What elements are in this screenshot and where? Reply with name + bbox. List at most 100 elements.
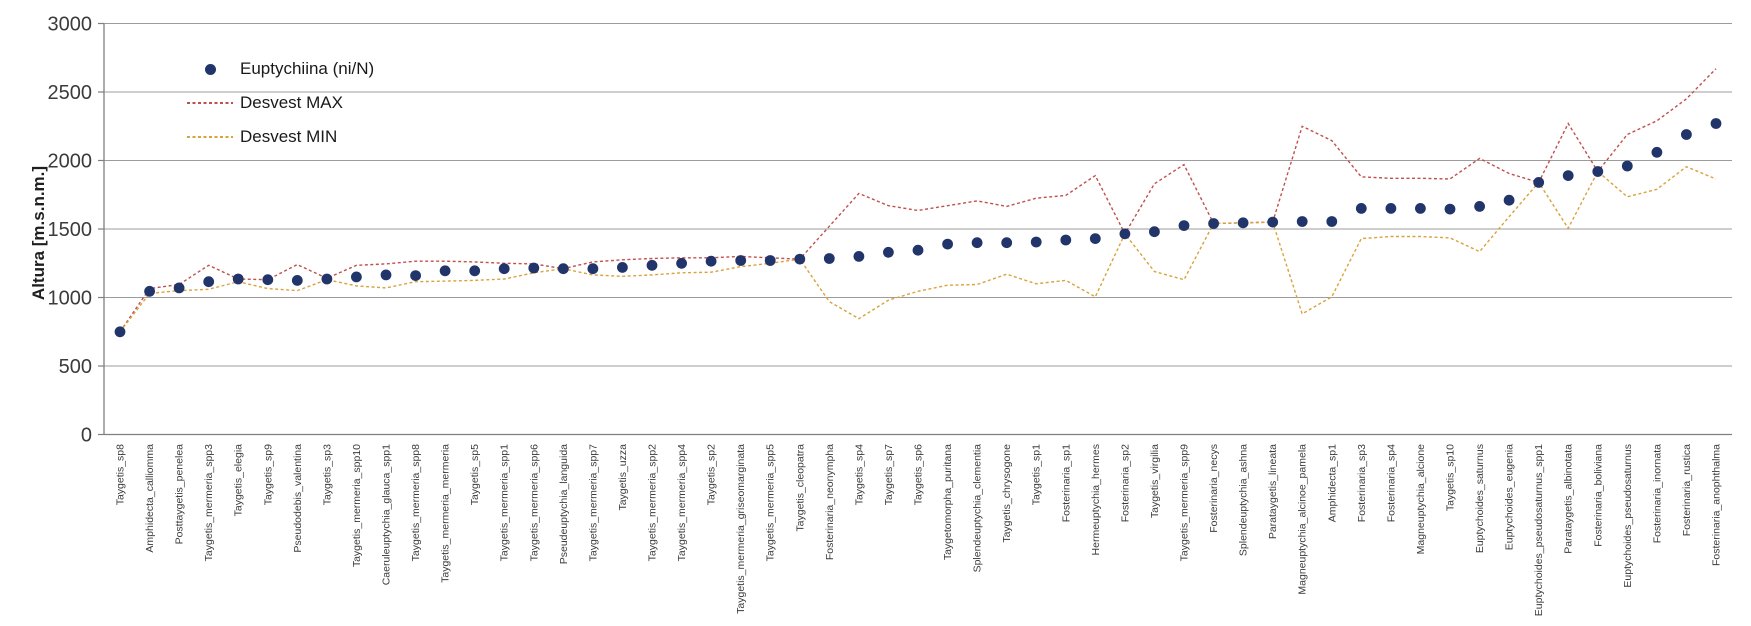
dashed-line-max-icon [187,102,233,104]
x-category-label: Taygetis_mermeria_spp7 [587,444,599,561]
dashed-line-min-icon [187,136,233,138]
data-point [114,326,126,338]
data-point [646,259,658,271]
x-category-label: Taygetis_sp1 [1031,444,1043,505]
x-category-label: Euptychoides_eugenia [1504,444,1516,550]
x-category-label: Taygetis_mermeria_spp10 [351,444,363,567]
data-point [410,270,421,281]
data-point [1208,218,1219,229]
legend-label: Desvest MIN [240,127,338,146]
x-category-label: Amphidecta_calliomma [144,444,156,553]
x-category-label: Taygetis_mermeria_mermeria [440,444,452,583]
x-category-label: Taygetis_sp10 [1445,444,1457,511]
legend-item-desvest-max: Desvest MAX [187,86,374,120]
data-point [469,265,481,277]
data-point [1089,233,1101,245]
data-point [232,273,244,285]
data-point [1355,203,1367,214]
x-category-label: Taygetis_mermeria_spp2 [647,444,659,561]
x-category-label: Taygetis_uzza [617,444,629,511]
data-point [1444,203,1456,215]
data-point [1681,129,1692,140]
data-point [203,276,215,288]
x-category-label: Fosterinaria_sp3 [1356,444,1368,522]
data-point [1178,220,1190,232]
x-category-label: Taygetomorpha_puritana [942,444,954,560]
x-category-label: Fosterinaria_rustica [1681,444,1693,536]
x-category-label: Taygetis_virgilia [1149,444,1161,518]
data-point [883,246,894,258]
data-point [1296,216,1308,227]
data-point [735,255,747,266]
data-point [1621,160,1633,172]
x-category-label: Euptychoides_pseudosaturnus_spp1 [1533,444,1545,616]
y-tick-label: 0 [81,425,92,447]
data-point [1119,228,1131,240]
data-point [557,263,569,275]
data-point [1326,216,1338,227]
data-point [1149,226,1160,238]
x-category-label: Fosterinaria_anophthalma [1711,444,1723,566]
x-category-label: Magneuptychia_alcinoe_pamela [1297,444,1309,595]
data-point [853,251,865,262]
x-category-label: Fosterinaria_boliviana [1592,444,1604,547]
x-category-label: Taygetis_sp6 [913,444,925,505]
x-category-label: Pseudeuptychia_languida [558,444,570,564]
x-category-label: Taygetis_mermeria_spp6 [528,444,540,561]
x-category-label: Taygetis_elegia [233,444,245,517]
x-category-label: Caeruleuptychia_glauca_spp1 [381,444,393,585]
data-point [380,269,392,281]
x-category-label: Taygetis_sp9 [262,444,274,505]
data-point [321,273,333,285]
data-point [1651,146,1663,158]
data-point [1592,166,1604,177]
y-axis-title: Altura [m.s.n.m.] [29,165,48,301]
legend-item-desvest-min: Desvest MIN [187,120,374,154]
legend-item-euptychiina: Euptychiina (ni/N) [187,52,374,86]
x-category-label: Taygetis_sp7 [883,444,895,505]
x-category-label: Posttaygetis_penelea [174,444,186,545]
data-point [351,271,362,283]
x-category-label: Amphidecta_sp1 [1326,444,1338,522]
legend-marker [187,63,233,75]
y-tick-label: 1500 [48,219,93,241]
data-point [794,253,806,265]
data-point [942,238,953,250]
x-category-label: Taygetis_chrysogone [1001,444,1013,543]
x-category-label: Fosterinaria_necys [1208,444,1220,533]
data-point [1267,216,1279,228]
data-point [262,274,274,286]
x-category-label: Taygetis_sp8 [115,444,127,505]
x-category-label: Taygetis_mermeria_spp3 [203,444,215,561]
x-category-label: Taygetis_mermeria_spp9 [1179,444,1191,561]
x-category-label: Taygetis_sp3 [321,444,333,505]
x-category-label: Taygetis_mermeria_spp4 [676,444,688,561]
x-category-label: Hermeuptychia_hermes [1090,444,1102,555]
data-point [173,282,185,294]
x-category-label: Taygetis_mermeria_spp8 [410,444,422,561]
data-point [1533,177,1545,188]
data-point [1503,194,1515,206]
x-category-label: Euptychoides_saturnus [1474,444,1486,553]
x-category-label: Fosterinaria_neonympha [824,444,836,560]
x-category-label: Taygetis_mermeria_griseomarginata [735,444,747,614]
x-category-label: Splendeuptychia_ashna [1238,444,1250,556]
data-point [291,275,303,286]
x-category-label: Fosterinaria_sp2 [1119,444,1131,522]
x-category-label: Taygetis_cleopatra [794,444,806,532]
x-category-label: Parataygetis_albinotata [1563,444,1575,554]
x-category-label: Taygetis_sp2 [706,444,718,505]
legend-marker [187,136,233,138]
x-category-label: Taygetis_sp5 [469,444,481,505]
data-point [617,262,628,273]
data-point [912,244,924,256]
data-point [587,263,599,275]
data-point [1474,201,1485,212]
data-point [705,255,717,267]
desvest-min-line [119,165,1717,333]
x-category-label: Taygetis_mermeria_spp5 [765,444,777,561]
x-category-label: Taygetis_sp4 [853,444,865,505]
data-point [1237,217,1249,229]
data-point [1060,234,1072,246]
